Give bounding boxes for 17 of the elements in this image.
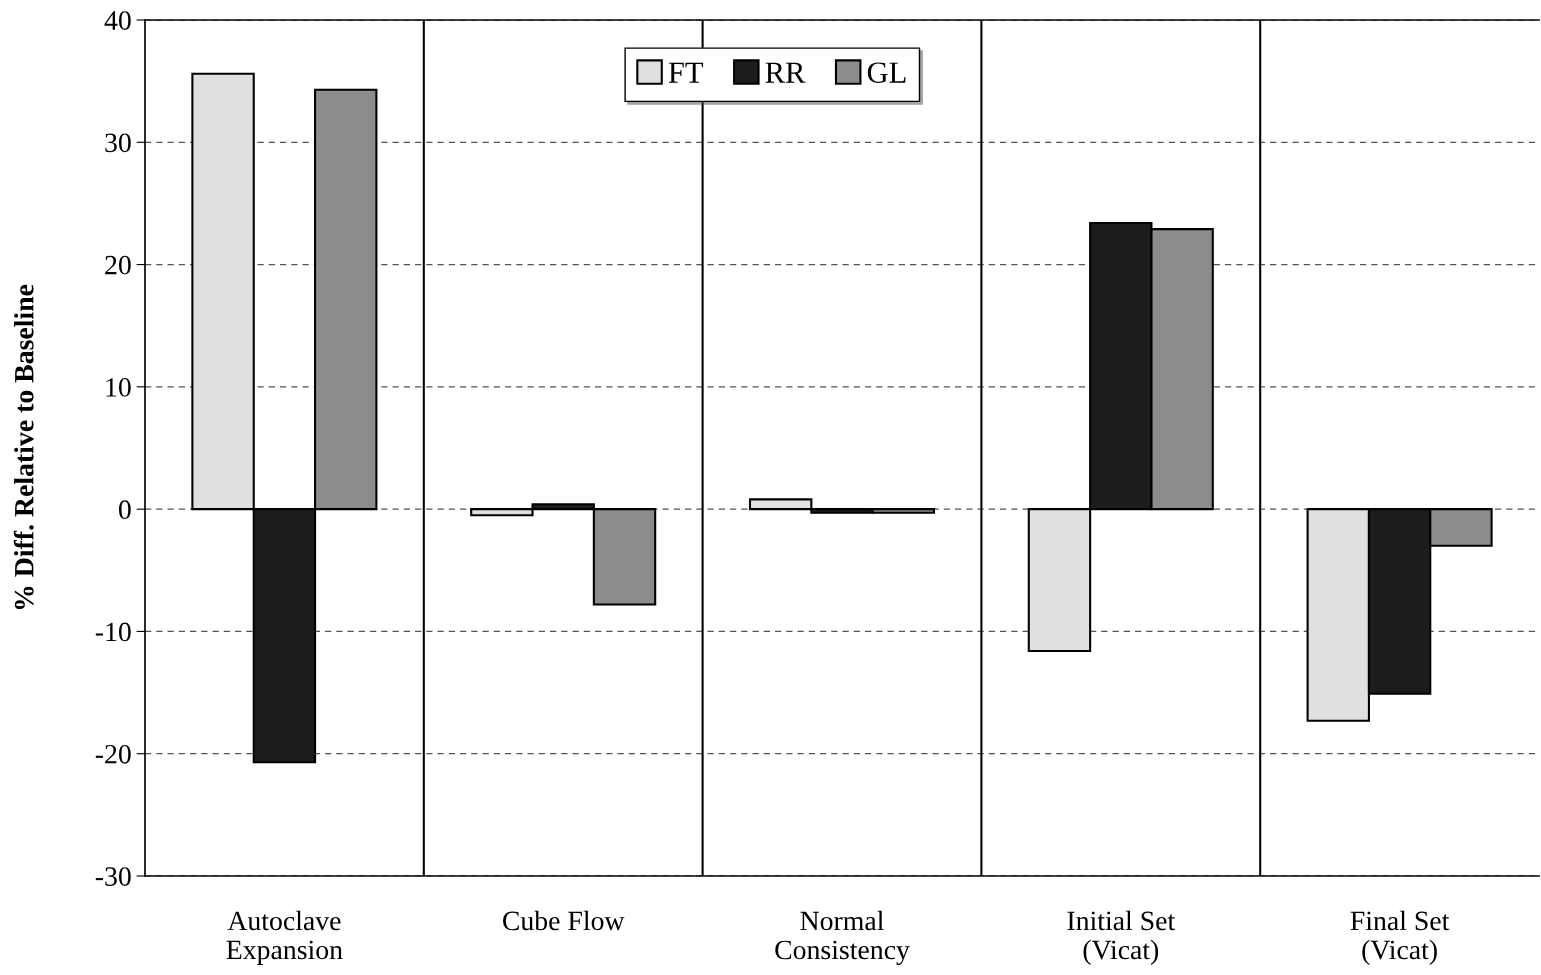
x-tick-label: Autoclave Expansion bbox=[226, 910, 343, 965]
y-axis-title: % Diff. Relative to Baseline bbox=[13, 284, 34, 610]
legend-label: GL bbox=[867, 62, 906, 83]
y-tick-label: 40 bbox=[104, 11, 131, 30]
y-tick-label: -10 bbox=[95, 622, 131, 642]
x-tick-label: Cube Flow bbox=[502, 910, 625, 931]
x-tick-label: Initial Set (Vicat) bbox=[1067, 910, 1176, 965]
y-tick-label: 0 bbox=[118, 500, 131, 520]
y-tick-label: 30 bbox=[105, 133, 131, 153]
legend-label: RR bbox=[765, 62, 806, 83]
y-tick-label: -30 bbox=[95, 867, 131, 886]
legend-label: FT bbox=[668, 62, 704, 83]
y-tick-label: 10 bbox=[106, 378, 131, 397]
y-tick-label: 20 bbox=[105, 255, 131, 275]
x-tick-label: Final Set (Vicat) bbox=[1350, 910, 1450, 965]
y-tick-label: -20 bbox=[95, 744, 131, 764]
x-tick-label: Normal Consistency bbox=[775, 910, 910, 966]
